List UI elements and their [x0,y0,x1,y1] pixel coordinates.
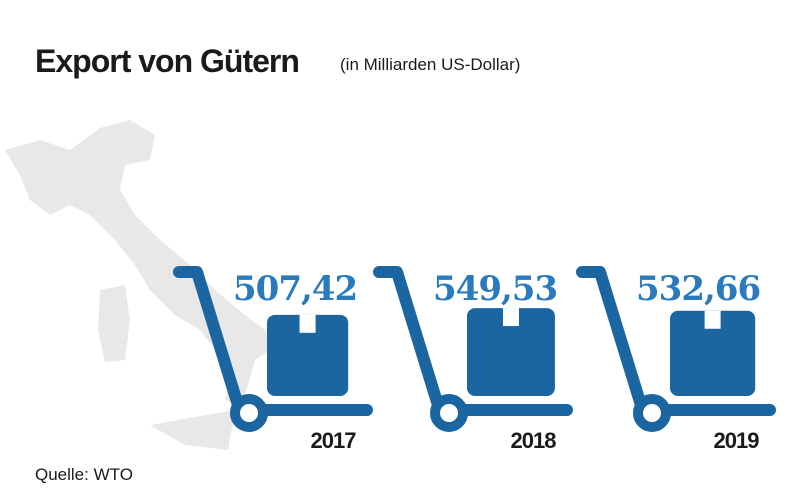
trolley-wheel [430,394,468,432]
box-tape [502,308,519,327]
trolley-wheel [633,394,671,432]
value-label: 549,53 [433,269,557,309]
chart-subtitle: (in Milliarden US-Dollar) [340,55,520,74]
value-label: 532,66 [636,269,760,309]
year-label: 2019 [714,428,760,453]
trolley-handle [173,266,243,408]
value-label: 507,42 [233,269,357,309]
map-italy [5,120,270,405]
box-tape [704,310,721,329]
trolley-handle [373,266,443,408]
map-sardinia [98,285,130,362]
trolley-handle [576,266,646,408]
year-label: 2018 [511,428,557,453]
box [670,310,756,396]
box [467,308,555,396]
source: Quelle: WTO [35,465,133,484]
chart-title: Export von Gütern [35,43,299,79]
box [267,314,349,396]
map-sicily [150,410,235,450]
year-label: 2017 [311,428,357,453]
box-tape [299,314,316,333]
trolley-wheel [230,394,268,432]
